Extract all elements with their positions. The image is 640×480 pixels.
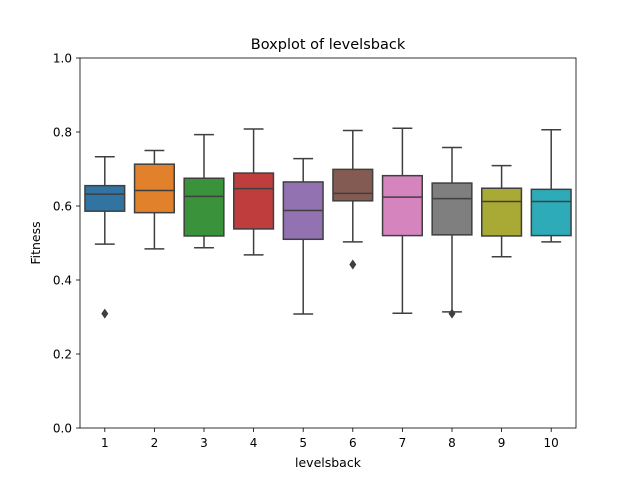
y-axis-label: Fitness <box>28 221 43 264</box>
x-tick-label: 9 <box>498 436 506 450</box>
box-5 <box>282 157 324 315</box>
y-axis: 0.0 0.2 0.4 0.6 0.8 1.0 <box>53 52 80 436</box>
iqr-box <box>183 177 225 237</box>
x-axis-label: levelsback <box>295 455 362 470</box>
box-2 <box>133 149 175 250</box>
x-tick-label: 6 <box>349 436 357 450</box>
axes-frame <box>79 57 577 429</box>
x-tick-label: 1 <box>101 436 109 450</box>
box-6 <box>332 129 374 270</box>
plot-area <box>84 127 572 319</box>
box-10 <box>530 129 572 243</box>
y-tick-label: 0.2 <box>53 348 72 362</box>
x-tick-label: 8 <box>448 436 456 450</box>
chart-title: Boxplot of levelsback <box>251 37 406 53</box>
x-tick-label: 7 <box>399 436 407 450</box>
box-7 <box>381 127 423 315</box>
x-axis: 1 2 3 4 5 6 7 8 9 10 <box>101 428 559 450</box>
iqr-box <box>133 163 175 214</box>
y-tick-label: 1.0 <box>53 52 72 66</box>
box-9 <box>481 164 523 258</box>
box-8 <box>431 146 473 319</box>
iqr-box <box>332 168 374 202</box>
outlier-point <box>448 308 456 319</box>
x-tick-label: 4 <box>250 436 258 450</box>
outlier-point <box>349 259 357 270</box>
y-tick-label: 0.4 <box>53 274 72 288</box>
x-tick-label: 3 <box>200 436 208 450</box>
y-tick-label: 0.8 <box>53 126 72 140</box>
x-tick-label: 5 <box>299 436 307 450</box>
iqr-box <box>84 184 126 212</box>
x-tick-label: 2 <box>151 436 159 450</box>
iqr-box <box>381 174 423 237</box>
outlier-point <box>101 308 109 319</box>
y-tick-label: 0.0 <box>53 422 72 436</box>
iqr-box <box>431 182 473 236</box>
y-tick-label: 0.6 <box>53 200 72 214</box>
x-tick-label: 10 <box>544 436 559 450</box>
box-1 <box>84 156 126 319</box>
iqr-box <box>530 188 572 237</box>
iqr-box <box>233 172 275 230</box>
box-3 <box>183 133 225 249</box>
box-4 <box>233 128 275 256</box>
iqr-box <box>481 187 523 237</box>
